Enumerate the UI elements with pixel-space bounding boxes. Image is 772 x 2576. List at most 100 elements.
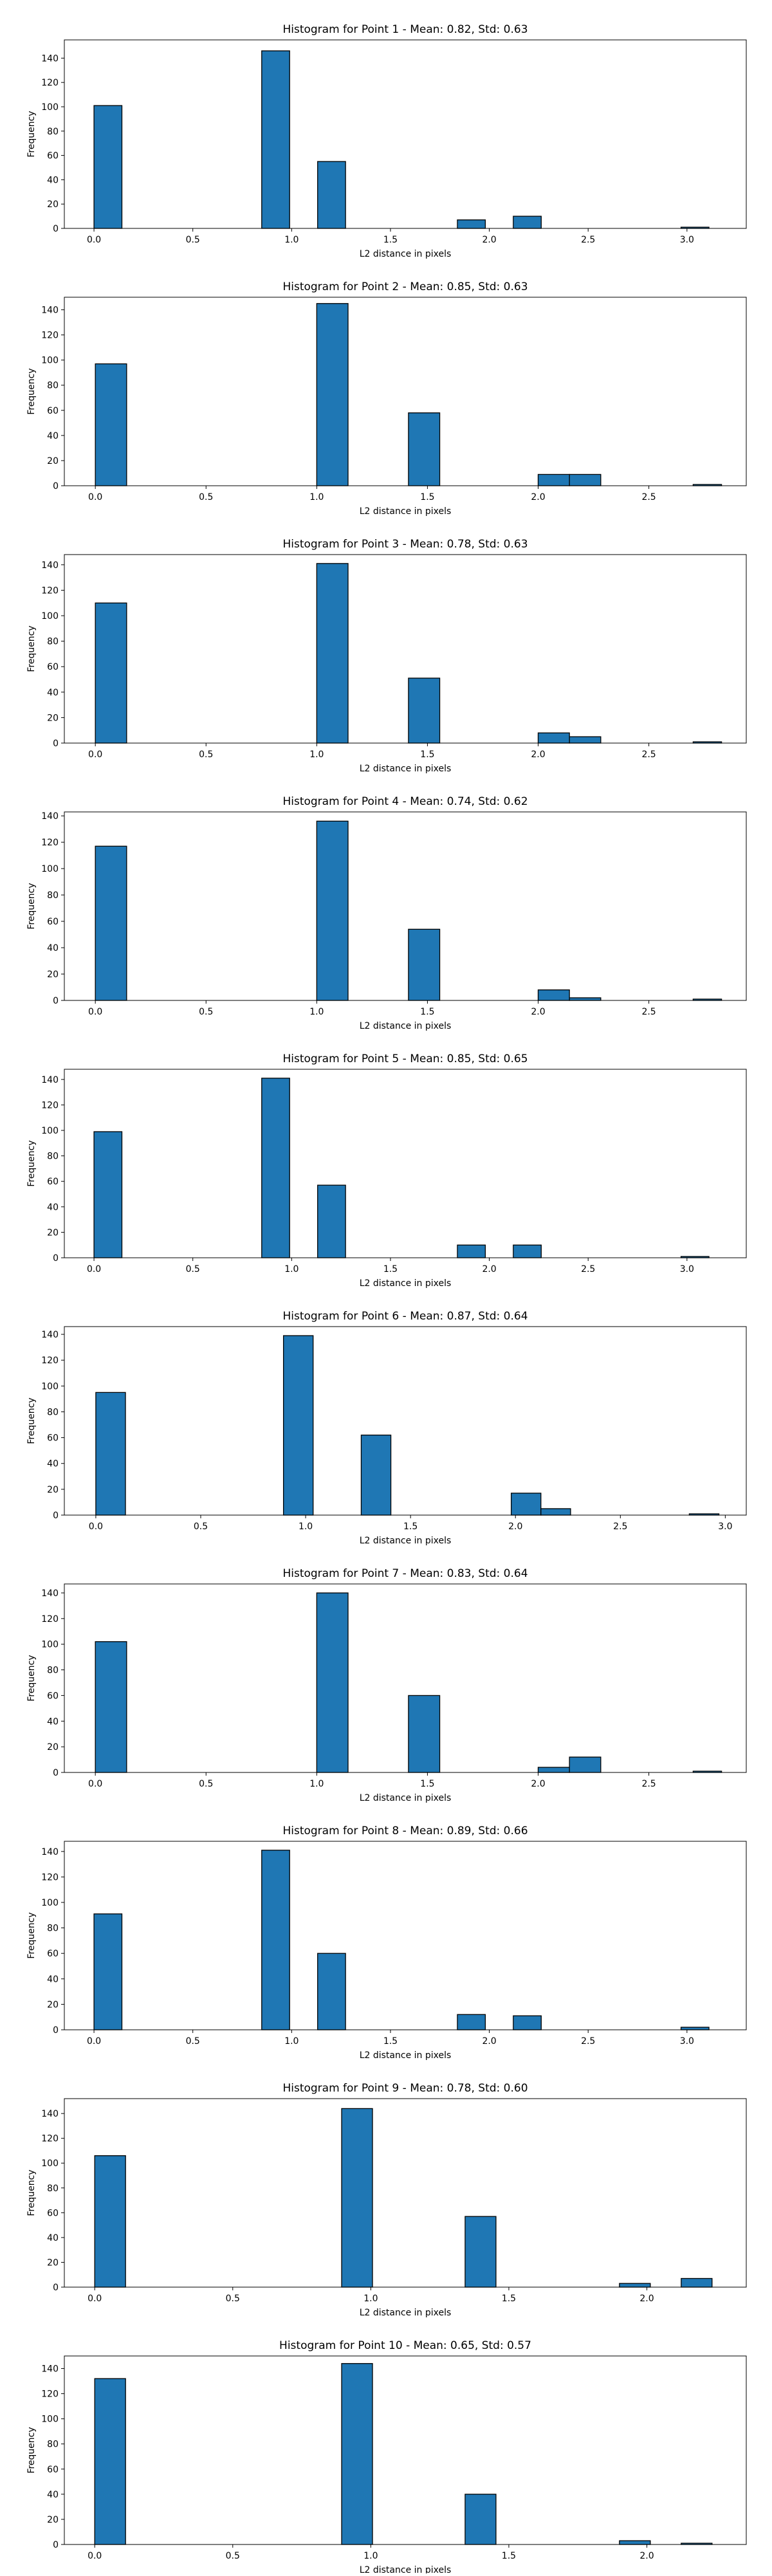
x-tick-label: 0.5 xyxy=(186,235,200,245)
y-tick-label: 140 xyxy=(41,811,59,822)
histogram-bar xyxy=(457,1244,486,1258)
plot-frame xyxy=(64,297,747,486)
x-tick-label: 0.0 xyxy=(88,1779,102,1789)
x-tick-label: 0.5 xyxy=(194,1522,208,1532)
plot-frame xyxy=(64,554,747,744)
histogram-bar xyxy=(569,474,602,486)
histogram-bar xyxy=(316,1592,349,1773)
y-tick-label: 40 xyxy=(47,1716,59,1727)
y-tick-label: 80 xyxy=(47,1666,59,1676)
y-tick-label: 60 xyxy=(47,917,59,927)
y-tick-label: 60 xyxy=(47,406,59,416)
x-axis-label: L2 distance in pixels xyxy=(360,1536,452,1546)
x-tick-label: 1.0 xyxy=(299,1522,313,1532)
histogram-bar xyxy=(261,1078,290,1258)
histogram-bar xyxy=(457,219,486,229)
x-tick-label: 1.5 xyxy=(383,2036,398,2047)
y-tick-label: 20 xyxy=(47,456,59,466)
histogram-bar xyxy=(537,989,570,1001)
y-tick-label: 0 xyxy=(53,224,59,234)
x-tick-label: 0.0 xyxy=(87,1264,101,1274)
y-tick-label: 60 xyxy=(47,2465,59,2475)
plot-frame xyxy=(64,39,747,229)
histogram-bar xyxy=(282,1335,314,1516)
histogram-bar xyxy=(464,2216,497,2288)
y-tick-label: 0 xyxy=(53,2283,59,2293)
y-tick-label: 60 xyxy=(47,2208,59,2218)
x-tick-label: 0.5 xyxy=(199,492,213,502)
x-tick-label: 1.0 xyxy=(309,750,324,760)
x-tick-label: 2.0 xyxy=(531,1007,545,1017)
histogram-bar xyxy=(94,2155,126,2288)
x-tick-label: 2.5 xyxy=(613,1522,627,1532)
histogram-bar xyxy=(95,1641,127,1773)
histogram-bar xyxy=(619,2283,651,2288)
chart-title: Histogram for Point 1 - Mean: 0.82, Std:… xyxy=(282,23,528,36)
y-axis-label: Frequency xyxy=(26,1397,37,1444)
x-tick-label: 2.5 xyxy=(641,750,656,760)
histogram-bar xyxy=(681,2277,713,2288)
x-tick-label: 1.0 xyxy=(309,1007,324,1017)
x-axis-label: L2 distance in pixels xyxy=(360,249,452,259)
histogram-panel-4: Histogram for Point 4 - Mean: 0.74, Std:… xyxy=(26,795,747,1031)
chart-title: Histogram for Point 7 - Mean: 0.83, Std:… xyxy=(282,1567,528,1580)
histogram-bar xyxy=(93,105,123,229)
y-axis-label: Frequency xyxy=(26,2169,37,2216)
x-tick-label: 0.5 xyxy=(199,750,213,760)
y-axis-label: Frequency xyxy=(26,1140,37,1186)
x-tick-label: 1.0 xyxy=(309,492,324,502)
histogram-bar xyxy=(513,2015,542,2030)
y-tick-label: 120 xyxy=(41,585,59,596)
y-tick-label: 100 xyxy=(41,2158,59,2169)
y-tick-label: 140 xyxy=(41,53,59,64)
chart-title: Histogram for Point 2 - Mean: 0.85, Std:… xyxy=(282,281,528,293)
y-tick-label: 120 xyxy=(41,1872,59,1882)
x-tick-label: 1.5 xyxy=(420,1007,434,1017)
histogram-panel-3: Histogram for Point 3 - Mean: 0.78, Std:… xyxy=(26,538,747,774)
x-tick-label: 2.0 xyxy=(639,2551,654,2561)
x-tick-label: 1.5 xyxy=(420,492,434,502)
histogram-bar xyxy=(341,2108,373,2288)
x-tick-label: 0.5 xyxy=(226,2551,240,2561)
chart-title: Histogram for Point 6 - Mean: 0.87, Std:… xyxy=(282,1310,528,1323)
x-tick-label: 2.5 xyxy=(641,492,656,502)
x-tick-label: 3.0 xyxy=(680,235,694,245)
histogram-bar xyxy=(569,736,602,744)
y-tick-label: 20 xyxy=(47,970,59,980)
y-tick-label: 80 xyxy=(47,1407,59,1417)
histogram-bar xyxy=(341,2363,373,2545)
histogram-bar xyxy=(537,1767,570,1773)
x-tick-label: 0.0 xyxy=(88,1007,102,1017)
histogram-bar xyxy=(316,303,349,486)
histogram-bar xyxy=(93,1913,123,2030)
histogram-bar xyxy=(513,1244,542,1258)
histogram-bar xyxy=(464,2494,497,2545)
y-tick-label: 80 xyxy=(47,2440,59,2450)
histogram-bar xyxy=(680,2027,710,2030)
histogram-bar xyxy=(95,602,127,744)
y-tick-label: 100 xyxy=(41,1126,59,1136)
y-tick-label: 100 xyxy=(41,611,59,621)
y-tick-label: 140 xyxy=(41,560,59,571)
y-tick-label: 80 xyxy=(47,1924,59,1934)
y-tick-label: 60 xyxy=(47,1177,59,1187)
x-tick-label: 0.0 xyxy=(88,750,102,760)
histogram-bar xyxy=(95,363,127,486)
histogram-bar xyxy=(537,474,570,486)
x-axis-label: L2 distance in pixels xyxy=(360,1793,452,1803)
x-axis-label: L2 distance in pixels xyxy=(360,2308,452,2318)
histogram-panel-5: Histogram for Point 5 - Mean: 0.85, Std:… xyxy=(26,1053,747,1289)
histogram-bar xyxy=(540,1508,571,1516)
y-tick-label: 60 xyxy=(47,662,59,672)
chart-title: Histogram for Point 3 - Mean: 0.78, Std:… xyxy=(282,538,528,551)
x-tick-label: 0.5 xyxy=(199,1007,213,1017)
y-tick-label: 100 xyxy=(41,1381,59,1392)
x-tick-label: 0.0 xyxy=(88,492,102,502)
y-tick-label: 20 xyxy=(47,1742,59,1753)
histogram-bar xyxy=(537,732,570,744)
x-tick-label: 2.0 xyxy=(482,1264,496,1274)
x-axis-label: L2 distance in pixels xyxy=(360,506,452,517)
x-tick-label: 0.0 xyxy=(87,2551,102,2561)
x-tick-label: 2.0 xyxy=(639,2294,654,2304)
